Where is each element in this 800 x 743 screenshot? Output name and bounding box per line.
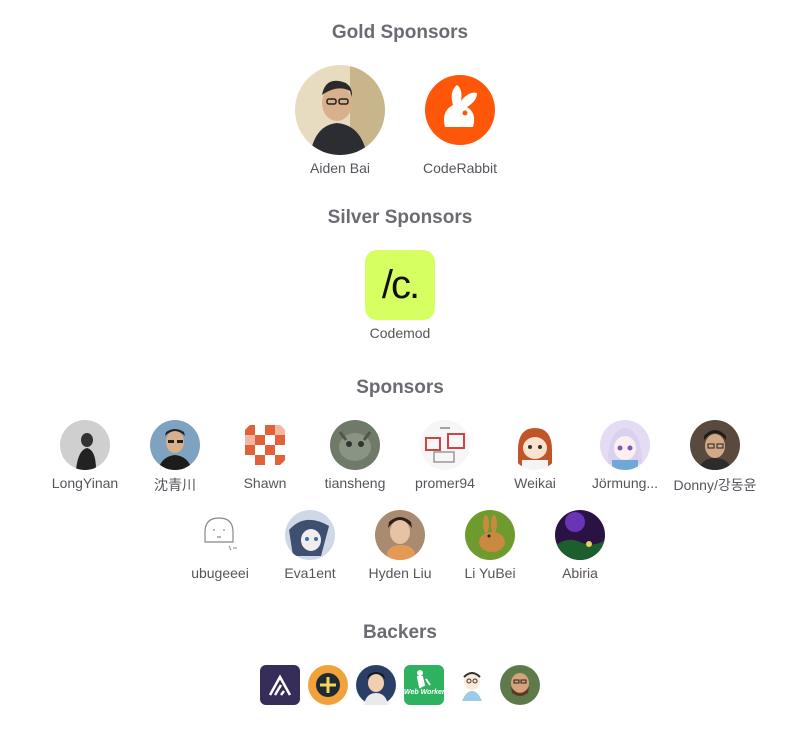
sponsors-heading: Sponsors xyxy=(356,377,444,398)
sponsor-aiden-bai[interactable]: Aiden Bai xyxy=(295,65,385,176)
sponsor-codemod[interactable]: /c. Codemod xyxy=(365,250,435,341)
sponsor-label: Hyden Liu xyxy=(368,565,432,581)
sponsor-label: Abiria xyxy=(562,565,598,581)
sponsor-label: Eva1ent xyxy=(284,565,336,581)
orange-avatar-icon xyxy=(308,665,348,705)
sponsor-hyden-liu[interactable]: Hyden Liu xyxy=(368,510,432,581)
sponsor-longyinan[interactable]: LongYinan xyxy=(52,420,118,491)
sponsor-label: LongYinan xyxy=(51,475,119,491)
weikai-avatar xyxy=(510,420,560,470)
sponsor-ubugeeei[interactable]: ubugeeei xyxy=(191,510,249,581)
sponsor-tiansheng[interactable]: tiansheng xyxy=(325,420,385,491)
sponsor-jormung[interactable]: Jörmung... xyxy=(592,420,658,491)
promer94-avatar xyxy=(420,420,470,470)
backer-orange[interactable] xyxy=(308,665,348,705)
sponsor-label: Li YuBei xyxy=(464,565,516,581)
sponsor-label: 沈青川 xyxy=(154,477,196,493)
sponsor-coderabbit[interactable]: CodeRabbit xyxy=(415,65,505,176)
sponsor-shawn[interactable]: Shawn xyxy=(240,420,290,491)
backers-heading: Backers xyxy=(363,622,437,643)
sponsor-promer94[interactable]: promer94 xyxy=(415,420,475,491)
gold-sponsors-heading: Gold Sponsors xyxy=(331,22,469,43)
sponsor-li-yubei[interactable]: Li YuBei xyxy=(464,510,516,581)
donny-avatar xyxy=(690,420,740,470)
sponsor-label: CodeRabbit xyxy=(423,160,497,176)
coderabbit-logo-icon xyxy=(415,65,505,155)
ubugeeei-avatar xyxy=(195,510,245,560)
sponsor-label: Aiden Bai xyxy=(310,160,370,176)
backer-sentry[interactable] xyxy=(260,665,300,705)
hyden-liu-avatar xyxy=(375,510,425,560)
sponsor-weikai[interactable]: Weikai xyxy=(510,420,560,491)
sponsor-label: Donny/강동윤 xyxy=(673,477,757,493)
sponsor-donny[interactable]: Donny/강동윤 xyxy=(674,420,757,493)
backer-web-worker[interactable]: Web Worker xyxy=(404,665,444,705)
sponsor-label: Codemod xyxy=(369,325,431,341)
aiden-bai-avatar xyxy=(295,65,385,155)
longyinan-avatar xyxy=(60,420,110,470)
sponsor-abiria[interactable]: Abiria xyxy=(555,510,605,581)
sponsor-label: Jörmung... xyxy=(591,475,659,491)
sponsor-label: Weikai xyxy=(514,475,556,491)
backer-bearded-man[interactable] xyxy=(500,665,540,705)
cartoon-avatar-icon xyxy=(452,665,492,705)
tiansheng-avatar xyxy=(330,420,380,470)
sponsor-label: tiansheng xyxy=(324,475,386,491)
eva1ent-avatar xyxy=(285,510,335,560)
shen-qingchuan-avatar xyxy=(150,420,200,470)
silver-sponsors-heading: Silver Sponsors xyxy=(327,207,473,228)
backer-person[interactable] xyxy=(356,665,396,705)
codemod-logo-icon: /c. xyxy=(365,250,435,320)
sponsor-label: Shawn xyxy=(243,475,287,491)
abiria-avatar xyxy=(555,510,605,560)
sponsor-eva1ent[interactable]: Eva1ent xyxy=(284,510,336,581)
li-yubei-avatar xyxy=(465,510,515,560)
web-worker-logo-text: Web Worker xyxy=(404,689,444,696)
backer-cartoon[interactable] xyxy=(452,665,492,705)
bearded-man-avatar-icon xyxy=(500,665,540,705)
codemod-logo-text: /c. xyxy=(381,262,420,307)
web-worker-logo-icon: Web Worker xyxy=(404,665,444,705)
sponsor-shen-qingchuan[interactable]: 沈青川 xyxy=(150,420,200,493)
sentry-logo-icon xyxy=(260,665,300,705)
shawn-avatar xyxy=(240,420,290,470)
sponsor-label: ubugeeei xyxy=(191,565,249,581)
sponsor-label: promer94 xyxy=(415,475,475,491)
jormung-avatar xyxy=(600,420,650,470)
person-avatar-icon xyxy=(356,665,396,705)
